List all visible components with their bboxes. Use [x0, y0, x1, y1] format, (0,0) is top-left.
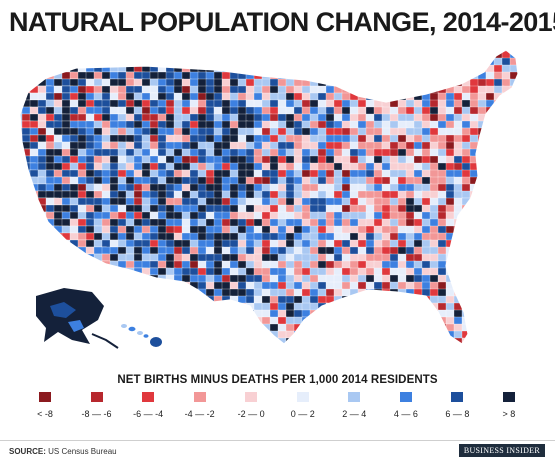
- legend-swatch: [142, 392, 155, 402]
- legend-item: 6 — 8: [434, 392, 480, 424]
- legend-label: < -8: [37, 409, 53, 419]
- legend-label: -2 — 0: [237, 409, 265, 419]
- legend-swatch: [348, 392, 361, 402]
- legend-item: 2 — 4: [331, 392, 377, 424]
- legend-label: 2 — 4: [342, 409, 367, 419]
- legend-item: -6 — -4: [125, 392, 171, 424]
- legend-swatch: [399, 392, 412, 402]
- legend-swatch: [502, 392, 515, 402]
- legend-label: > 8: [502, 409, 516, 419]
- us-outline: [19, 49, 519, 345]
- legend-item: < -8: [22, 392, 68, 424]
- legend-label: -8 — -6: [81, 409, 112, 419]
- legend-swatch: [451, 392, 464, 402]
- legend-swatch: [39, 392, 51, 402]
- legend-swatch: [193, 392, 206, 402]
- legend-item: -4 — -2: [177, 392, 223, 424]
- legend-item: > 8: [486, 392, 532, 424]
- choropleth-map: [6, 44, 550, 369]
- hawaii-shape: [121, 324, 162, 347]
- legend-item: 4 — 6: [383, 392, 429, 424]
- legend-swatch: [245, 392, 258, 402]
- legend-item: 0 — 2: [280, 392, 326, 424]
- source-prefix: SOURCE:: [9, 447, 46, 456]
- legend-label: -6 — -4: [133, 409, 164, 419]
- legend-swatch: [90, 392, 103, 402]
- legend-item: -2 — 0: [228, 392, 274, 424]
- legend-label: 0 — 2: [290, 409, 315, 419]
- legend-title: NET BIRTHS MINUS DEATHS PER 1,000 2014 R…: [117, 374, 438, 386]
- legend-label: 4 — 6: [393, 409, 418, 419]
- us-county-map: [19, 49, 519, 349]
- source-text: US Census Bureau: [48, 447, 117, 456]
- legend-label: -4 — -2: [184, 409, 215, 419]
- source-note: SOURCE: US Census Bureau: [9, 447, 117, 456]
- legend-item: -8 — -6: [74, 392, 120, 424]
- color-legend: < -8 -8 — -6 -6 — -4 -4 — -2 -2 — 0 0 — 2 2 — …: [22, 392, 532, 424]
- map-title: NATURAL POPULATION CHANGE, 2014-2015: [9, 7, 555, 37]
- alaska-shape: [36, 288, 104, 344]
- legend-label: 6 — 8: [445, 409, 470, 419]
- legend-swatch: [296, 392, 309, 402]
- footer-divider: [0, 440, 555, 441]
- brand-logo: BUSINESS INSIDER: [458, 444, 545, 457]
